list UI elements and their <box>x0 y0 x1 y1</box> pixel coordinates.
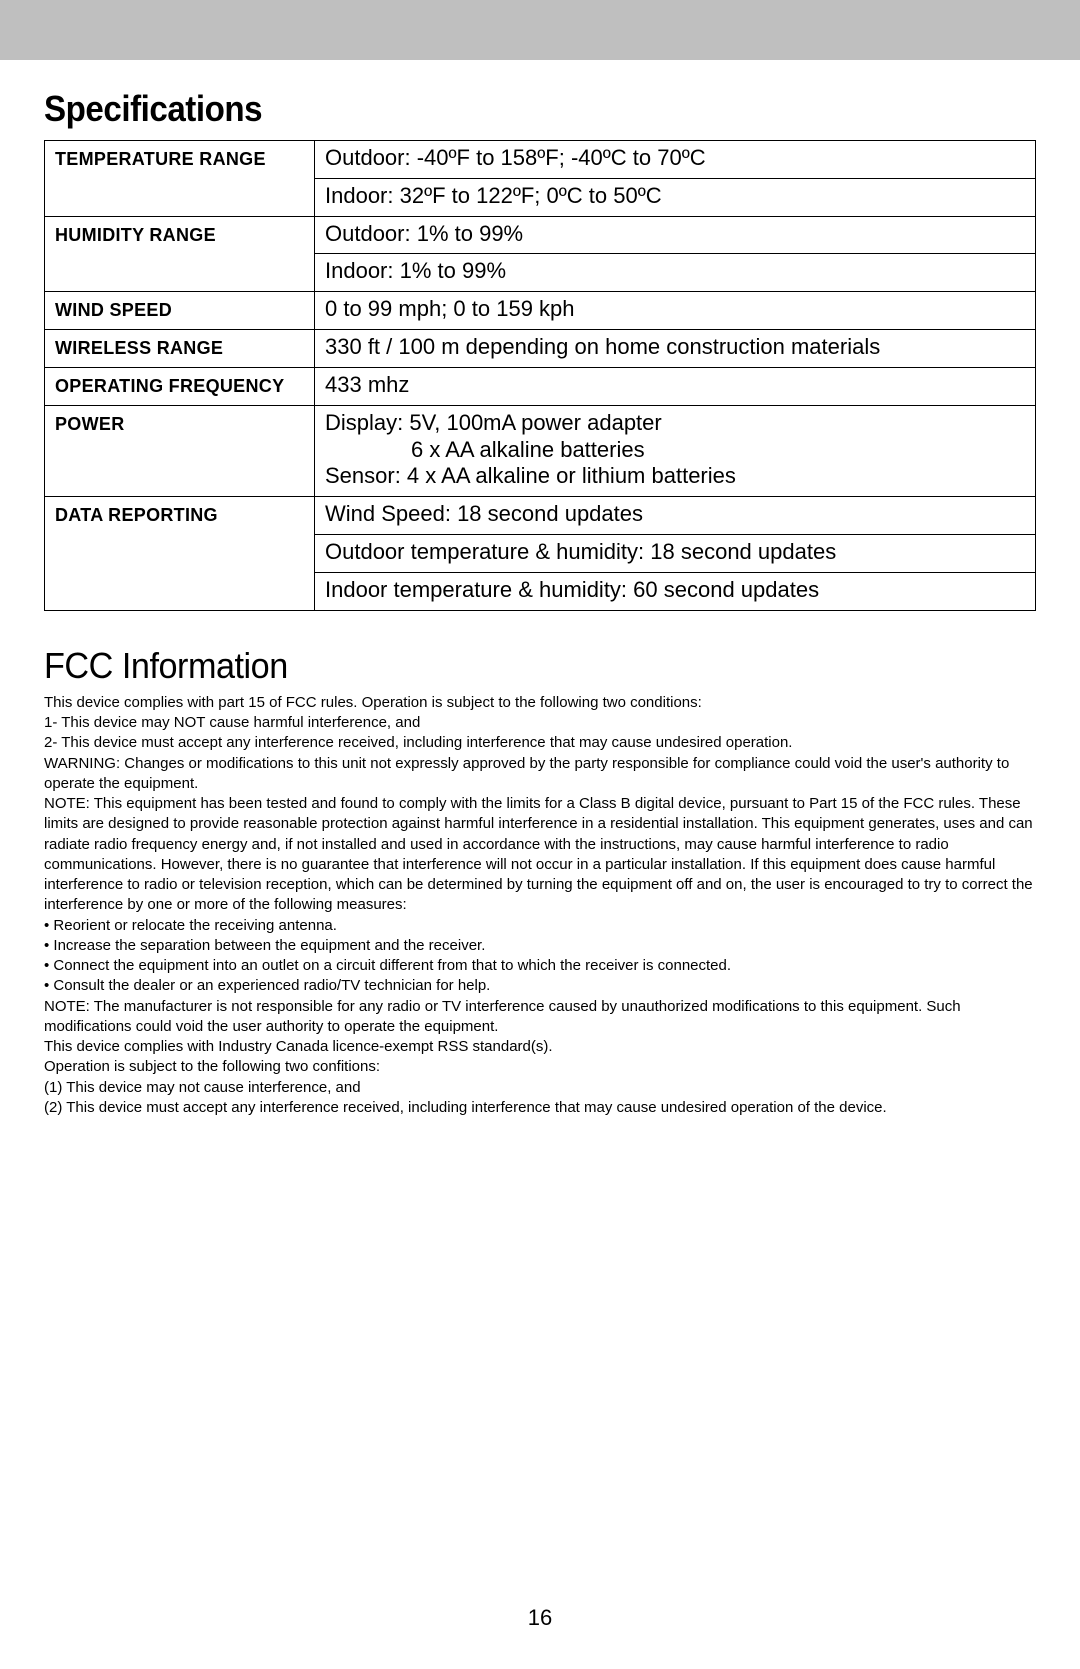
fcc-paragraph: Operation is subject to the following tw… <box>44 1057 1036 1077</box>
spec-label: WIRELESS RANGE <box>45 330 315 368</box>
spec-label: TEMPERATURE RANGE <box>45 141 315 217</box>
table-row: WIRELESS RANGE330 ft / 100 m depending o… <box>45 330 1036 368</box>
spec-value: Display: 5V, 100mA power adapter6 x AA a… <box>315 405 1036 496</box>
fcc-body-text: This device complies with part 15 of FCC… <box>44 693 1036 1118</box>
table-row: TEMPERATURE RANGEOutdoor: -40ºF to 158ºF… <box>45 141 1036 179</box>
fcc-paragraph: NOTE: This equipment has been tested and… <box>44 794 1036 916</box>
spec-label: HUMIDITY RANGE <box>45 216 315 292</box>
fcc-paragraph: (1) This device may not cause interferen… <box>44 1078 1036 1098</box>
spec-value: Outdoor: 1% to 99% <box>315 216 1036 254</box>
fcc-paragraph: • Connect the equipment into an outlet o… <box>44 956 1036 976</box>
spec-value: 0 to 99 mph; 0 to 159 kph <box>315 292 1036 330</box>
spec-value: 330 ft / 100 m depending on home constru… <box>315 330 1036 368</box>
spec-value: Outdoor: -40ºF to 158ºF; -40ºC to 70ºC <box>315 141 1036 179</box>
specifications-table: TEMPERATURE RANGEOutdoor: -40ºF to 158ºF… <box>44 140 1036 611</box>
table-row: DATA REPORTINGWind Speed: 18 second upda… <box>45 497 1036 535</box>
spec-value: Indoor: 1% to 99% <box>315 254 1036 292</box>
fcc-paragraph: NOTE: The manufacturer is not responsibl… <box>44 997 1036 1038</box>
fcc-paragraph: • Consult the dealer or an experienced r… <box>44 976 1036 996</box>
spec-label: DATA REPORTING <box>45 497 315 610</box>
specifications-heading: Specifications <box>44 88 957 130</box>
spec-label: WIND SPEED <box>45 292 315 330</box>
fcc-paragraph: 2- This device must accept any interfere… <box>44 733 1036 753</box>
fcc-paragraph: (2) This device must accept any interfer… <box>44 1098 1036 1118</box>
fcc-paragraph: • Increase the separation between the eq… <box>44 936 1036 956</box>
header-bar <box>0 0 1080 60</box>
spec-label: POWER <box>45 405 315 496</box>
fcc-paragraph: WARNING: Changes or modifications to thi… <box>44 754 1036 795</box>
table-row: WIND SPEED0 to 99 mph; 0 to 159 kph <box>45 292 1036 330</box>
spec-value: Wind Speed: 18 second updates <box>315 497 1036 535</box>
table-row: OPERATING FREQUENCY433 mhz <box>45 367 1036 405</box>
table-row: HUMIDITY RANGEOutdoor: 1% to 99% <box>45 216 1036 254</box>
fcc-paragraph: • Reorient or relocate the receiving ant… <box>44 916 1036 936</box>
fcc-paragraph: This device complies with part 15 of FCC… <box>44 693 1036 713</box>
fcc-paragraph: 1- This device may NOT cause harmful int… <box>44 713 1036 733</box>
fcc-paragraph: This device complies with Industry Canad… <box>44 1037 1036 1057</box>
page-number: 16 <box>0 1605 1080 1631</box>
table-row: POWERDisplay: 5V, 100mA power adapter6 x… <box>45 405 1036 496</box>
page-content: Specifications TEMPERATURE RANGEOutdoor:… <box>0 60 1080 1118</box>
spec-value: Outdoor temperature & humidity: 18 secon… <box>315 535 1036 573</box>
spec-value: Indoor temperature & humidity: 60 second… <box>315 572 1036 610</box>
spec-value: Indoor: 32ºF to 122ºF; 0ºC to 50ºC <box>315 178 1036 216</box>
spec-value: 433 mhz <box>315 367 1036 405</box>
spec-label: OPERATING FREQUENCY <box>45 367 315 405</box>
fcc-heading: FCC Information <box>44 645 986 687</box>
